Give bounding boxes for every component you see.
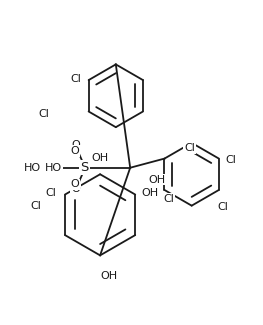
- Text: S: S: [80, 161, 89, 174]
- Text: Cl: Cl: [163, 194, 174, 204]
- Text: Cl: Cl: [184, 143, 195, 153]
- Text: HO: HO: [45, 163, 62, 173]
- Text: O: O: [71, 184, 80, 194]
- Text: Cl: Cl: [218, 202, 229, 212]
- Text: O: O: [70, 146, 79, 156]
- Text: S: S: [80, 161, 89, 174]
- Text: OH: OH: [92, 152, 109, 162]
- Text: Cl: Cl: [31, 201, 42, 211]
- Text: Cl: Cl: [45, 188, 56, 198]
- Text: Cl: Cl: [38, 109, 49, 119]
- Text: O: O: [70, 179, 79, 189]
- Text: OH: OH: [142, 188, 159, 198]
- Text: Cl: Cl: [70, 74, 81, 84]
- Text: Cl: Cl: [225, 155, 236, 165]
- Text: OH: OH: [101, 271, 118, 281]
- Text: O: O: [71, 140, 80, 150]
- Text: HO: HO: [24, 163, 41, 173]
- Text: OH: OH: [149, 175, 166, 185]
